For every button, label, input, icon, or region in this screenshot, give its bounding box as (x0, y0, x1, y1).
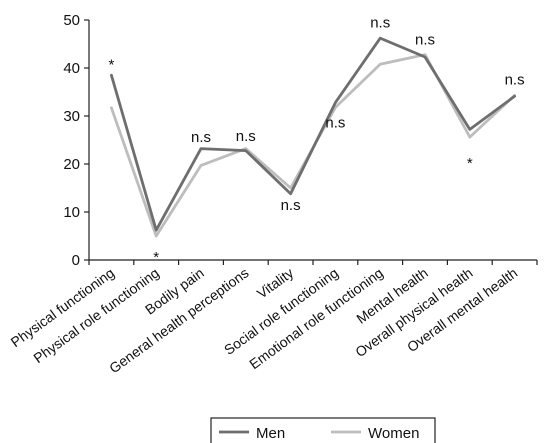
significance-annotation: n.s (281, 197, 301, 214)
y-tick-label: 10 (63, 204, 80, 221)
legend: Men Women (210, 417, 436, 443)
y-tick-label: 50 (63, 12, 80, 29)
legend-label-women: Women (368, 425, 419, 442)
significance-annotation: n.s (191, 129, 211, 146)
y-tick-label: 30 (63, 108, 80, 125)
significance-annotation: * (467, 155, 473, 172)
significance-annotation: n.s (415, 31, 435, 48)
legend-label-men: Men (256, 425, 285, 442)
significance-annotation: n.s (236, 128, 256, 145)
significance-annotation: n.s (505, 71, 525, 88)
legend-frame (210, 417, 436, 443)
y-tick-label: 20 (63, 156, 80, 173)
significance-annotation: * (153, 249, 159, 266)
y-tick-label: 40 (63, 60, 80, 77)
series-line-men (110, 36, 516, 232)
significance-annotation: n.s (370, 15, 390, 32)
y-tick-label: 0 (72, 252, 80, 269)
significance-annotation: n.s (325, 115, 345, 132)
significance-annotation: * (108, 56, 114, 73)
